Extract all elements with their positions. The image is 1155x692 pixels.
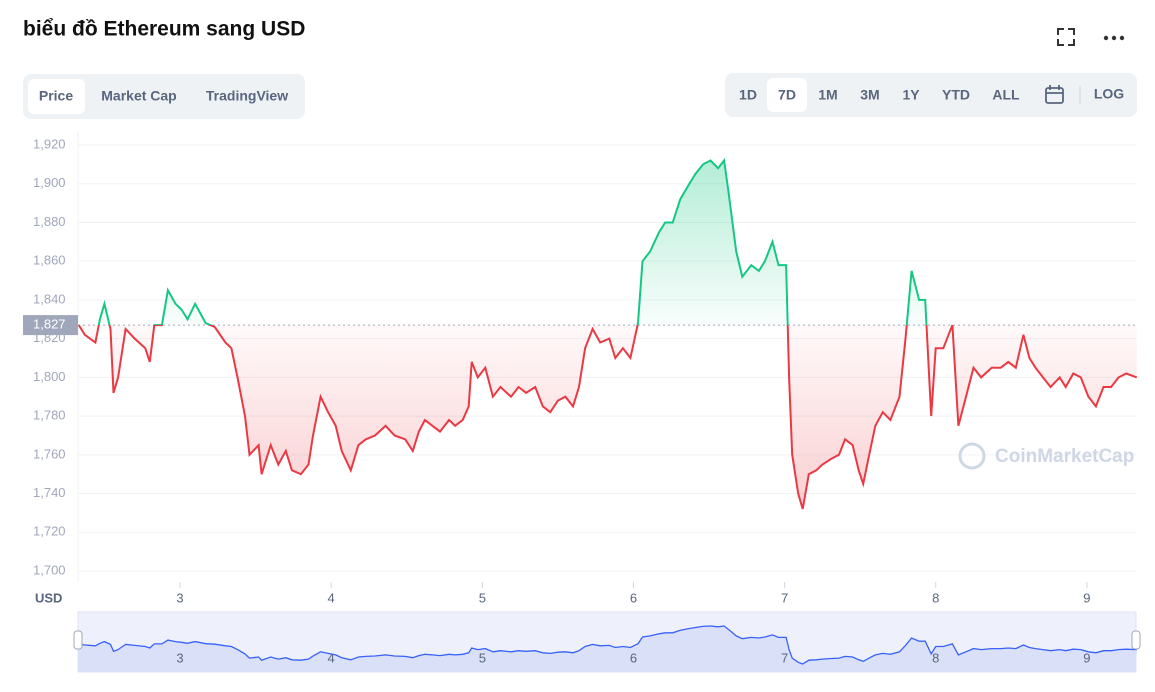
log-button[interactable]: LOG [1094, 86, 1124, 102]
x-tick-label: 4 [328, 590, 335, 605]
navigator-handle[interactable] [1131, 630, 1141, 650]
tab[interactable]: TradingView [206, 88, 288, 104]
reference-label: 1,827 [33, 317, 66, 332]
navigator-tick-label: 9 [1083, 650, 1090, 665]
page-title: biểu đồ Ethereum sang USD [23, 18, 305, 41]
y-tick-label: 1,800 [33, 369, 66, 384]
y-tick-label: 1,860 [33, 253, 66, 268]
navigator-line [78, 625, 1137, 665]
y-tick-label: 1,900 [33, 175, 66, 190]
y-tick-label: 1,740 [33, 485, 66, 500]
y-tick-label: 1,720 [33, 524, 66, 539]
more-icon[interactable] [1103, 35, 1125, 41]
price-line [77, 158, 1138, 510]
navigator-tick-label: 5 [479, 650, 486, 665]
range[interactable]: YTD [942, 87, 970, 103]
y-tick-label: 1,760 [33, 446, 66, 461]
navigator-area [78, 626, 1137, 672]
price-area [78, 160, 1137, 509]
navigator-tick-label: 6 [630, 650, 637, 665]
range[interactable]: 3M [860, 87, 879, 103]
range[interactable]: 7D [778, 87, 796, 103]
watermark-logo [958, 442, 986, 470]
navigator-tick-label: 7 [781, 650, 788, 665]
x-tick-label: 5 [479, 590, 486, 605]
navigator-tick-label: 8 [932, 650, 939, 665]
x-tick-label: 8 [932, 590, 939, 605]
reference-label-bg [23, 315, 78, 336]
y-tick-label: 1,880 [33, 214, 66, 229]
y-unit-label: USD [35, 590, 62, 605]
x-tick-label: 7 [781, 590, 788, 605]
range[interactable]: 1D [739, 87, 757, 103]
tab-group [23, 74, 305, 119]
x-tick-label: 6 [630, 590, 637, 605]
y-tick-label: 1,840 [33, 291, 66, 306]
navigator-tick-label: 4 [328, 650, 335, 665]
range[interactable]: 1M [818, 87, 837, 103]
tab[interactable]: Price [39, 88, 73, 104]
active-tab [28, 79, 85, 114]
range[interactable]: 1Y [902, 87, 920, 103]
fullscreen-icon[interactable] [1057, 28, 1075, 46]
range[interactable]: ALL [992, 87, 1020, 103]
y-tick-label: 1,920 [33, 136, 66, 151]
range-group [725, 73, 1137, 117]
tab[interactable]: Market Cap [101, 88, 176, 104]
x-tick-label: 3 [176, 590, 183, 605]
watermark: CoinMarketCap [995, 446, 1134, 467]
active-range [767, 78, 807, 112]
x-tick-label: 9 [1083, 590, 1090, 605]
navigator-tick-label: 3 [176, 650, 183, 665]
navigator-handle[interactable] [73, 630, 83, 650]
y-tick-label: 1,700 [33, 562, 66, 577]
calendar-icon[interactable] [1045, 85, 1064, 104]
y-tick-label: 1,780 [33, 408, 66, 423]
